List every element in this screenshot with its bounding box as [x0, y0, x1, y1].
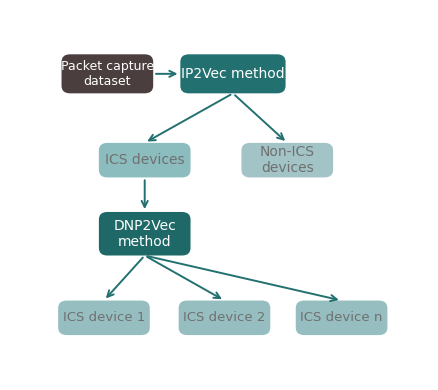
FancyBboxPatch shape	[61, 54, 153, 93]
FancyBboxPatch shape	[58, 301, 150, 335]
Text: ICS device 1: ICS device 1	[63, 311, 145, 324]
FancyBboxPatch shape	[241, 143, 333, 177]
Text: ICS devices: ICS devices	[105, 153, 184, 167]
FancyBboxPatch shape	[180, 54, 286, 93]
Text: DNP2Vec
method: DNP2Vec method	[113, 219, 176, 249]
Text: ICS device n: ICS device n	[300, 311, 383, 324]
Text: IP2Vec method: IP2Vec method	[181, 67, 285, 81]
FancyBboxPatch shape	[179, 301, 270, 335]
FancyBboxPatch shape	[99, 212, 191, 255]
FancyBboxPatch shape	[99, 143, 191, 177]
Text: Packet capture
dataset: Packet capture dataset	[61, 60, 154, 88]
Text: Non-ICS
devices: Non-ICS devices	[260, 145, 315, 175]
Text: ICS device 2: ICS device 2	[183, 311, 266, 324]
FancyBboxPatch shape	[296, 301, 387, 335]
